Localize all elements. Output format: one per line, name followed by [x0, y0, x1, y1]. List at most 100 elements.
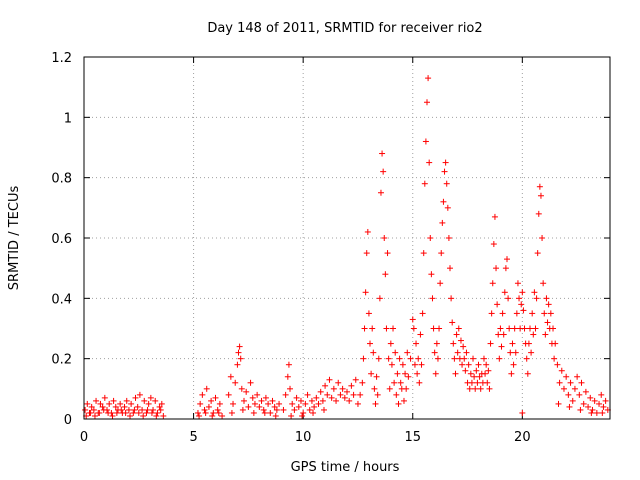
data-point [118, 406, 125, 413]
data-point [380, 168, 387, 175]
data-point [110, 397, 117, 404]
data-point [443, 180, 450, 187]
data-point [395, 400, 402, 407]
data-point [551, 355, 558, 362]
grid-lines [84, 57, 610, 419]
data-point [530, 331, 537, 338]
data-point [511, 325, 518, 332]
data-point [524, 370, 531, 377]
data-point [457, 337, 464, 344]
data-point [576, 391, 583, 398]
chart-title: Day 148 of 2011, SRMTID for receiver rio… [207, 21, 482, 36]
data-point [438, 250, 445, 257]
data-point [348, 382, 355, 389]
data-point [250, 409, 257, 416]
data-point [425, 75, 432, 82]
data-point [352, 376, 359, 383]
data-point [498, 343, 505, 350]
data-point [237, 355, 244, 362]
data-point [555, 400, 562, 407]
data-point [482, 370, 489, 377]
data-point [357, 391, 364, 398]
data-point [430, 325, 437, 332]
data-point [531, 289, 538, 296]
data-point [238, 385, 245, 392]
data-point [567, 379, 574, 386]
data-points [82, 75, 611, 419]
data-point [490, 241, 497, 248]
data-point [212, 394, 219, 401]
data-point [130, 409, 137, 416]
data-point [495, 331, 502, 338]
data-point [534, 250, 541, 257]
data-point [371, 385, 378, 392]
data-point [574, 373, 581, 380]
data-point [390, 325, 397, 332]
data-point [214, 406, 221, 413]
data-point [471, 373, 478, 380]
y-tick-label: 0.2 [51, 353, 72, 368]
data-point [346, 397, 353, 404]
data-point [350, 391, 357, 398]
data-point [267, 409, 274, 416]
data-point [315, 400, 322, 407]
data-point [117, 400, 124, 407]
data-point [514, 280, 521, 287]
data-point [106, 400, 113, 407]
data-point [341, 394, 348, 401]
data-point [563, 373, 570, 380]
data-point [364, 228, 371, 235]
data-point [362, 289, 369, 296]
data-point [407, 355, 414, 362]
data-point [405, 373, 412, 380]
data-point [90, 406, 97, 413]
data-point [431, 349, 438, 356]
data-point [404, 349, 411, 356]
data-point [381, 235, 388, 241]
data-point [88, 403, 95, 410]
data-point [400, 397, 407, 404]
data-point [506, 325, 513, 332]
data-point [141, 397, 148, 404]
data-point [260, 406, 267, 413]
data-point [505, 295, 512, 302]
data-point [599, 409, 606, 416]
data-point [503, 256, 510, 263]
data-point [136, 391, 143, 398]
data-point [363, 250, 370, 257]
data-point [271, 403, 278, 410]
data-point [109, 412, 116, 419]
data-point [392, 349, 399, 356]
data-point [507, 349, 514, 356]
data-point [585, 403, 592, 410]
data-point [421, 180, 428, 187]
data-point [450, 340, 457, 347]
data-point [261, 409, 268, 416]
data-point [602, 397, 609, 404]
data-point [459, 361, 466, 368]
data-point [571, 385, 578, 392]
data-point [473, 367, 480, 374]
data-point [273, 406, 280, 413]
data-point [501, 289, 508, 296]
data-point [289, 400, 296, 407]
data-point [470, 355, 477, 362]
data-point [376, 295, 383, 302]
x-tick-label: 10 [295, 430, 312, 445]
data-point [272, 412, 279, 419]
data-point [578, 379, 585, 386]
data-point [461, 355, 468, 362]
data-point [598, 391, 605, 398]
data-point [87, 409, 94, 416]
data-point [414, 370, 421, 377]
data-point [489, 280, 496, 287]
y-tick-label: 0.4 [51, 292, 72, 307]
data-point [393, 391, 400, 398]
data-point [134, 403, 141, 410]
data-point [448, 295, 455, 302]
data-point [467, 370, 474, 377]
data-point [485, 367, 492, 374]
data-point [150, 406, 157, 413]
data-point [123, 397, 130, 404]
data-point [388, 361, 395, 368]
